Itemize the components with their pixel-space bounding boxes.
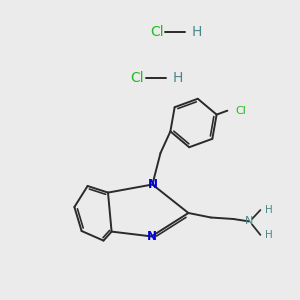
Text: H: H xyxy=(172,71,183,85)
Text: N: N xyxy=(146,230,157,243)
Text: H: H xyxy=(265,205,273,215)
Text: Cl: Cl xyxy=(150,25,164,39)
Text: H: H xyxy=(192,25,202,39)
Text: Cl: Cl xyxy=(236,106,247,116)
Text: H: H xyxy=(265,230,273,240)
Text: Cl: Cl xyxy=(130,71,144,85)
Text: N: N xyxy=(147,178,158,191)
Text: N: N xyxy=(245,216,253,226)
